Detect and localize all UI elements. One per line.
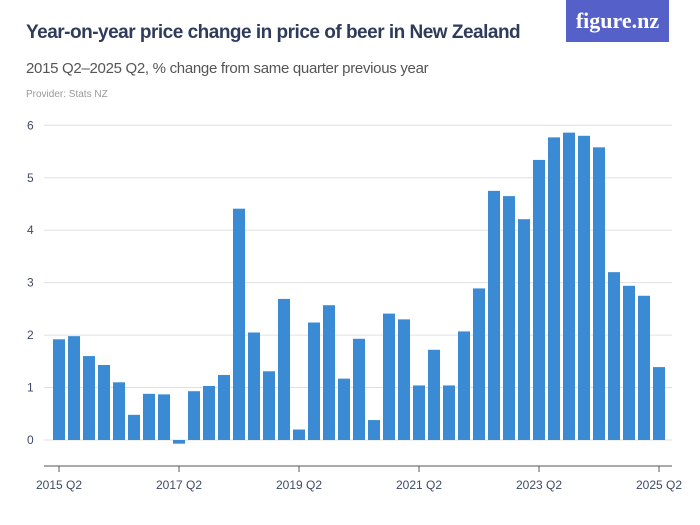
bar — [233, 208, 245, 440]
bar — [368, 420, 380, 440]
y-tick-label: 6 — [27, 118, 34, 132]
y-tick-label: 1 — [27, 381, 34, 395]
y-tick-label: 4 — [27, 223, 34, 237]
bar — [143, 393, 155, 440]
bar — [293, 429, 305, 440]
bar — [188, 391, 200, 440]
bar — [503, 196, 515, 440]
bar — [413, 385, 425, 440]
y-tick-label: 5 — [27, 171, 34, 185]
bar — [518, 219, 530, 440]
bar — [68, 336, 80, 440]
provider-label: Provider: Stats NZ — [26, 89, 108, 100]
bar — [458, 331, 470, 440]
bar — [278, 298, 290, 440]
figure-nz-logo[interactable]: figure.nz — [566, 0, 669, 42]
bar — [473, 288, 485, 440]
x-tick-label: 2015 Q2 — [36, 478, 82, 492]
bar — [548, 137, 560, 440]
chart-subtitle: 2015 Q2–2025 Q2, % change from same quar… — [26, 60, 429, 77]
bar — [638, 295, 650, 440]
chart-title: Year-on-year price change in price of be… — [26, 22, 521, 43]
bar — [263, 371, 275, 440]
bar — [608, 272, 620, 440]
bar — [323, 305, 335, 440]
y-tick-label: 2 — [27, 328, 34, 342]
bar — [623, 285, 635, 440]
bar — [578, 135, 590, 441]
x-tick-label: 2023 Q2 — [516, 478, 562, 492]
bar — [443, 385, 455, 440]
bar — [203, 385, 215, 440]
bar — [398, 319, 410, 440]
bar — [338, 378, 350, 440]
x-tick-label: 2017 Q2 — [156, 478, 202, 492]
bar — [488, 190, 500, 440]
bar — [308, 322, 320, 440]
bar — [248, 332, 260, 440]
bar — [53, 339, 65, 440]
bar — [83, 356, 95, 440]
bar — [383, 313, 395, 440]
bar — [98, 364, 110, 440]
bar — [113, 382, 125, 440]
bar — [428, 349, 440, 440]
x-tick-label: 2019 Q2 — [276, 478, 322, 492]
bar — [353, 338, 365, 440]
y-tick-label: 0 — [27, 433, 34, 447]
bar — [533, 159, 545, 441]
bar — [563, 132, 575, 440]
x-tick-label: 2025 Q2 — [636, 478, 682, 492]
bar — [218, 374, 230, 440]
y-tick-label: 3 — [27, 276, 34, 290]
bar — [173, 440, 185, 444]
bar — [158, 394, 170, 440]
bar — [653, 367, 665, 440]
bar — [128, 414, 140, 440]
x-tick-label: 2021 Q2 — [396, 478, 442, 492]
bar — [593, 147, 605, 441]
